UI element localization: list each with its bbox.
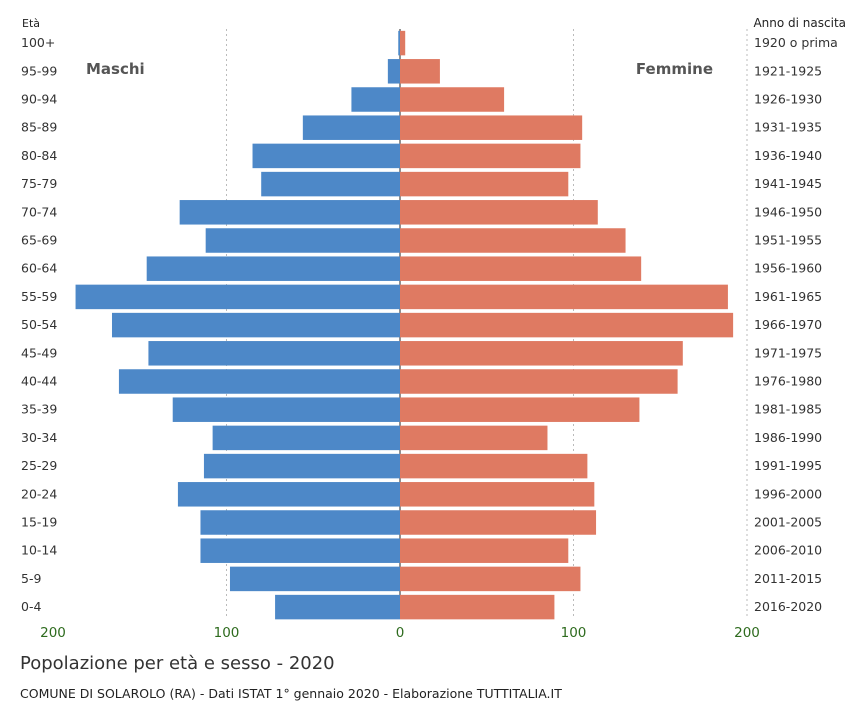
x-tick-label: 200 xyxy=(40,625,66,641)
female-bar xyxy=(400,594,555,620)
male-bar xyxy=(179,200,400,225)
age-group-label: 90-94 xyxy=(21,92,57,107)
age-group-label: 30-34 xyxy=(21,430,57,445)
x-tick-label: 0 xyxy=(396,625,405,641)
ticks-layer: 200 100 0 100 200 xyxy=(40,625,760,641)
birth-year-label: 1976-1980 xyxy=(754,374,822,389)
age-group-label: 10-14 xyxy=(21,543,57,558)
age-group-label: 5-9 xyxy=(21,571,41,586)
male-bar xyxy=(200,538,400,563)
male-bar xyxy=(118,369,401,394)
female-bar xyxy=(400,30,406,56)
birth-year-label: 1951-1955 xyxy=(754,233,822,248)
age-group-label: 55-59 xyxy=(21,289,57,304)
birth-year-label: 2001-2005 xyxy=(754,515,822,530)
age-group-label: 20-24 xyxy=(21,486,57,501)
female-bar xyxy=(400,397,640,422)
male-bar xyxy=(302,115,400,140)
female-bar xyxy=(400,284,728,310)
male-bar xyxy=(212,425,400,451)
birth-year-label: 2016-2020 xyxy=(754,599,822,614)
age-group-label: 80-84 xyxy=(21,148,57,163)
birth-year-label: 1956-1960 xyxy=(754,261,822,276)
birth-year-label: 1991-1995 xyxy=(754,458,822,473)
male-bar xyxy=(146,256,400,281)
male-bar xyxy=(351,87,400,112)
female-bar xyxy=(400,538,569,563)
male-series-label: Maschi xyxy=(86,60,145,78)
birth-year-label: 2006-2010 xyxy=(754,543,822,558)
birth-year-label: 1931-1935 xyxy=(754,120,822,135)
female-bar xyxy=(400,510,597,535)
birth-year-label: 1961-1965 xyxy=(754,289,822,304)
right-axis-title: Anno di nascita xyxy=(753,16,846,30)
age-group-label: 95-99 xyxy=(21,63,57,78)
female-bar xyxy=(400,369,678,394)
bars-layer xyxy=(75,30,734,620)
female-bar xyxy=(400,453,588,479)
female-series-label: Femmine xyxy=(636,60,713,78)
age-group-label: 50-54 xyxy=(21,317,57,332)
female-bar xyxy=(400,200,598,225)
birth-year-label: 1920 o prima xyxy=(754,35,838,50)
birth-year-label: 1936-1940 xyxy=(754,148,822,163)
birth-year-label: 1941-1945 xyxy=(754,176,822,191)
age-group-label: 85-89 xyxy=(21,120,57,135)
birth-year-label: 1921-1925 xyxy=(754,63,822,78)
female-bar xyxy=(400,256,642,281)
age-group-label: 40-44 xyxy=(21,374,57,389)
chart-subtitle: COMUNE DI SOLAROLO (RA) - Dati ISTAT 1° … xyxy=(20,686,562,701)
birth-year-label: 1981-1985 xyxy=(754,402,822,417)
left-axis-title: Età xyxy=(22,17,40,30)
female-bar xyxy=(400,59,440,84)
birth-year-label: 1996-2000 xyxy=(754,486,822,501)
age-group-label: 0-4 xyxy=(21,599,41,614)
age-group-label: 25-29 xyxy=(21,458,57,473)
male-bar xyxy=(387,59,400,84)
age-group-label: 60-64 xyxy=(21,261,57,276)
age-group-label: 100+ xyxy=(21,35,55,50)
chart-title: Popolazione per età e sesso - 2020 xyxy=(20,653,335,674)
male-bar xyxy=(275,594,400,620)
female-bar xyxy=(400,87,505,112)
female-bar xyxy=(400,115,583,140)
birth-year-label: 1926-1930 xyxy=(754,92,822,107)
birth-year-label: 2011-2015 xyxy=(754,571,822,586)
male-bar xyxy=(111,312,401,338)
male-bar xyxy=(261,171,400,197)
x-tick-label: 100 xyxy=(561,625,587,641)
male-bar xyxy=(75,284,401,310)
age-group-label: 35-39 xyxy=(21,402,57,417)
male-bar xyxy=(252,143,400,169)
male-bar xyxy=(172,397,400,422)
female-bar xyxy=(400,143,581,169)
male-bar xyxy=(148,341,400,366)
age-group-label: 65-69 xyxy=(21,233,57,248)
male-bar xyxy=(398,30,400,56)
female-bar xyxy=(400,312,734,338)
labels-layer: 100+ 1920 o prima 95-99 1921-1925 90-94 1926-… xyxy=(21,35,838,614)
male-bar xyxy=(229,566,400,592)
male-bar xyxy=(205,228,400,253)
male-bar xyxy=(203,453,400,479)
birth-year-label: 1946-1950 xyxy=(754,204,822,219)
female-bar xyxy=(400,482,595,507)
age-group-label: 75-79 xyxy=(21,176,57,191)
male-bar xyxy=(177,482,400,507)
female-bar xyxy=(400,425,548,451)
female-bar xyxy=(400,228,626,253)
birth-year-label: 1986-1990 xyxy=(754,430,822,445)
male-bar xyxy=(200,510,400,535)
birth-year-label: 1971-1975 xyxy=(754,345,822,360)
x-tick-label: 200 xyxy=(734,625,760,641)
age-group-label: 15-19 xyxy=(21,515,57,530)
age-group-label: 70-74 xyxy=(21,204,57,219)
female-bar xyxy=(400,566,581,592)
age-group-label: 45-49 xyxy=(21,345,57,360)
x-tick-label: 100 xyxy=(214,625,240,641)
female-bar xyxy=(400,341,683,366)
birth-year-label: 1966-1970 xyxy=(754,317,822,332)
female-bar xyxy=(400,171,569,197)
